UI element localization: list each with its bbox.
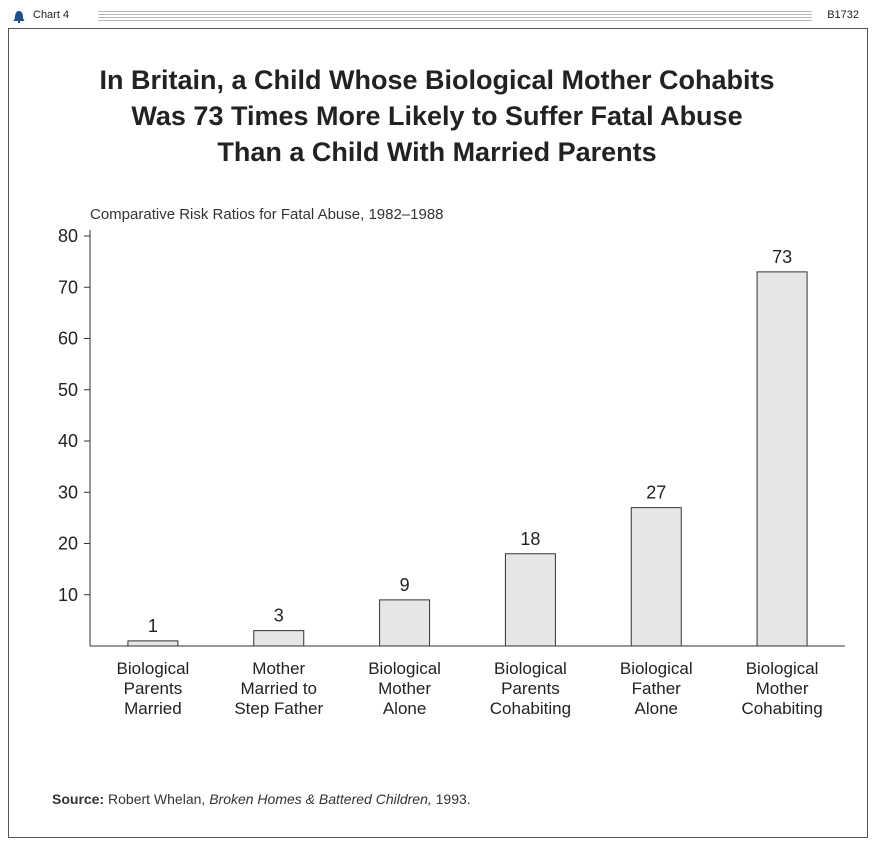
source-author: Robert Whelan, — [108, 791, 206, 807]
category-label: Father — [632, 679, 681, 698]
bar — [756, 271, 808, 647]
category-label: Mother — [756, 679, 809, 698]
bar — [630, 507, 682, 647]
header-bar: Chart 4 B1732 — [8, 8, 868, 26]
y-tick-label: 60 — [58, 329, 78, 349]
category-label: Biological — [494, 659, 567, 678]
bar — [379, 599, 431, 647]
category-label: Cohabiting — [490, 699, 571, 718]
source-work: Broken Homes & Battered Children, — [209, 791, 432, 807]
chart-id: B1732 — [824, 9, 862, 21]
data-label: 18 — [520, 529, 540, 549]
category-label: Step Father — [234, 699, 323, 718]
category-label: Married — [124, 699, 182, 718]
category-label: Alone — [383, 699, 426, 718]
title-line: Than a Child With Married Parents — [217, 137, 657, 167]
source-label: Source: — [52, 791, 105, 807]
title-line: Was 73 Times More Likely to Suffer Fatal… — [131, 101, 743, 131]
data-label: 27 — [646, 483, 666, 503]
source-note: Source: Robert Whelan, Broken Homes & Ba… — [52, 791, 471, 807]
bar — [127, 640, 179, 647]
y-tick-label: 40 — [58, 431, 78, 451]
chart-frame: Chart 4 B1732 — [8, 8, 868, 838]
chart-label: Chart 4 — [30, 9, 73, 21]
category-label: Biological — [368, 659, 441, 678]
data-label: 73 — [772, 247, 792, 267]
category-label: Biological — [117, 659, 190, 678]
category-label: Married to — [240, 679, 317, 698]
bar — [504, 553, 556, 647]
source-year: 1993. — [435, 791, 471, 807]
data-label: 1 — [148, 616, 158, 636]
title-line: In Britain, a Child Whose Biological Mot… — [99, 65, 775, 95]
y-tick-label: 10 — [58, 585, 78, 605]
data-label: 3 — [274, 606, 284, 626]
category-label: Parents — [124, 679, 183, 698]
chart-subtitle: Comparative Risk Ratios for Fatal Abuse,… — [90, 206, 444, 223]
y-tick-label: 80 — [58, 226, 78, 246]
header-stripes — [98, 11, 812, 23]
y-tick-label: 70 — [58, 277, 78, 297]
category-label: Biological — [620, 659, 693, 678]
category-label: Biological — [746, 659, 819, 678]
bar — [253, 630, 305, 647]
data-label: 9 — [400, 575, 410, 595]
y-tick-label: 20 — [58, 534, 78, 554]
category-label: Mother — [252, 659, 305, 678]
liberty-bell-icon — [13, 11, 25, 23]
y-tick-label: 50 — [58, 380, 78, 400]
category-label: Alone — [635, 699, 678, 718]
chart-panel — [8, 28, 868, 838]
category-label: Mother — [378, 679, 431, 698]
chart-title: In Britain, a Child Whose Biological Mot… — [0, 62, 874, 170]
category-label: Parents — [501, 679, 560, 698]
category-label: Cohabiting — [741, 699, 822, 718]
y-tick-label: 30 — [58, 482, 78, 502]
